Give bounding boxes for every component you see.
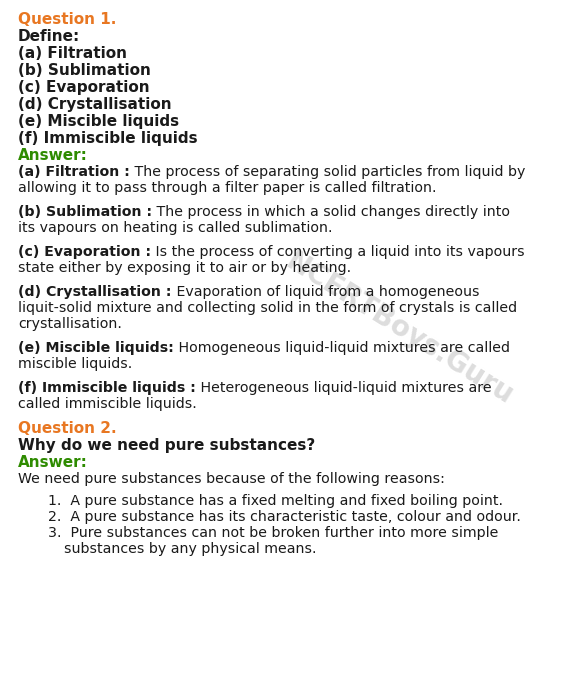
Text: crystallisation.: crystallisation.: [18, 317, 122, 331]
Text: (b) Sublimation :: (b) Sublimation :: [18, 205, 152, 219]
Text: (e) Miscible liquids: (e) Miscible liquids: [18, 114, 179, 129]
Text: (c) Evaporation :: (c) Evaporation :: [18, 245, 151, 259]
Text: Homogeneous liquid-liquid mixtures are called: Homogeneous liquid-liquid mixtures are c…: [174, 341, 510, 355]
Text: The process in which a solid changes directly into: The process in which a solid changes dir…: [152, 205, 510, 219]
Text: called immiscible liquids.: called immiscible liquids.: [18, 397, 197, 411]
Text: (f) Immiscible liquids :: (f) Immiscible liquids :: [18, 381, 196, 395]
Text: (d) Crystallisation :: (d) Crystallisation :: [18, 285, 171, 299]
Text: substances by any physical means.: substances by any physical means.: [64, 542, 316, 556]
Text: (f) Immiscible liquids: (f) Immiscible liquids: [18, 131, 198, 146]
Text: miscible liquids.: miscible liquids.: [18, 357, 132, 371]
Text: (e) Miscible liquids:: (e) Miscible liquids:: [18, 341, 174, 355]
Text: state either by exposing it to air or by heating.: state either by exposing it to air or by…: [18, 261, 351, 275]
Text: Heterogeneous liquid-liquid mixtures are: Heterogeneous liquid-liquid mixtures are: [196, 381, 491, 395]
Text: Question 1.: Question 1.: [18, 12, 116, 27]
Text: its vapours on heating is called sublimation.: its vapours on heating is called sublima…: [18, 221, 332, 235]
Text: 2.  A pure substance has its characteristic taste, colour and odour.: 2. A pure substance has its characterist…: [48, 510, 521, 524]
Text: The process of separating solid particles from liquid by: The process of separating solid particle…: [130, 165, 525, 179]
Text: (a) Filtration: (a) Filtration: [18, 46, 127, 61]
Text: We need pure substances because of the following reasons:: We need pure substances because of the f…: [18, 472, 445, 486]
Text: Answer:: Answer:: [18, 148, 88, 163]
Text: Question 2.: Question 2.: [18, 421, 117, 436]
Text: NCERTBoys.Guru: NCERTBoys.Guru: [280, 247, 518, 410]
Text: Is the process of converting a liquid into its vapours: Is the process of converting a liquid in…: [151, 245, 525, 259]
Text: (a) Filtration :: (a) Filtration :: [18, 165, 130, 179]
Text: (d) Crystallisation: (d) Crystallisation: [18, 97, 171, 112]
Text: Why do we need pure substances?: Why do we need pure substances?: [18, 438, 315, 453]
Text: 3.  Pure substances can not be broken further into more simple: 3. Pure substances can not be broken fur…: [48, 526, 498, 540]
Text: allowing it to pass through a filter paper is called filtration.: allowing it to pass through a filter pap…: [18, 181, 437, 195]
Text: 1.  A pure substance has a fixed melting and fixed boiling point.: 1. A pure substance has a fixed melting …: [48, 494, 503, 508]
Text: Evaporation of liquid from a homogeneous: Evaporation of liquid from a homogeneous: [171, 285, 479, 299]
Text: (b) Sublimation: (b) Sublimation: [18, 63, 151, 78]
Text: liquit-solid mixture and collecting solid in the form of crystals is called: liquit-solid mixture and collecting soli…: [18, 301, 517, 315]
Text: Answer:: Answer:: [18, 455, 88, 470]
Text: (c) Evaporation: (c) Evaporation: [18, 80, 150, 95]
Text: Define:: Define:: [18, 29, 80, 44]
